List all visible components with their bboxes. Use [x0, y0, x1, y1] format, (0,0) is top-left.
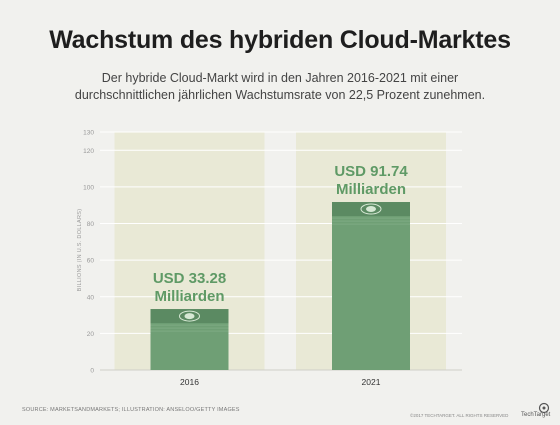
data-label: Milliarden — [336, 181, 406, 198]
brand-name: TechTarget — [521, 412, 551, 418]
y-tick-label: 100 — [83, 184, 94, 191]
y-tick-label: 130 — [83, 130, 94, 137]
techtarget-logo-icon — [538, 402, 550, 414]
y-tick-label: 120 — [83, 148, 94, 155]
dollar-seal-icon — [179, 310, 200, 322]
dollar-seal-icon — [360, 203, 382, 215]
dollar-seal-center-icon — [366, 206, 376, 213]
bar-2021 — [332, 202, 410, 370]
x-tick-label: 2021 — [362, 377, 381, 387]
data-label: USD 91.74 — [334, 163, 408, 180]
y-tick-label: 80 — [87, 221, 95, 228]
x-tick-label: 2016 — [180, 377, 199, 387]
data-label: USD 33.28 — [153, 270, 226, 287]
source-note: SOURCE: MARKETSANDMARKETS; ILLUSTRATION:… — [22, 407, 240, 413]
chart-subtitle: Der hybride Cloud-Markt wird in den Jahr… — [74, 71, 486, 102]
chart-title: Wachstum des hybriden Cloud-Marktes — [49, 26, 511, 54]
y-tick-label: 0 — [90, 368, 94, 375]
data-label: Milliarden — [154, 288, 224, 305]
y-tick-label: 40 — [87, 294, 95, 301]
dollar-seal-center-icon — [184, 313, 195, 320]
y-axis-label: BILLIONS (IN U.S. DOLLARS) — [77, 209, 83, 292]
y-tick-label: 60 — [87, 258, 95, 265]
y-tick-label: 20 — [87, 331, 95, 338]
bar-body — [332, 202, 410, 370]
bar-2016 — [150, 309, 229, 370]
copyright-note: ©2017 TECHTARGET. ALL RIGHTS RESERVED — [410, 413, 509, 418]
